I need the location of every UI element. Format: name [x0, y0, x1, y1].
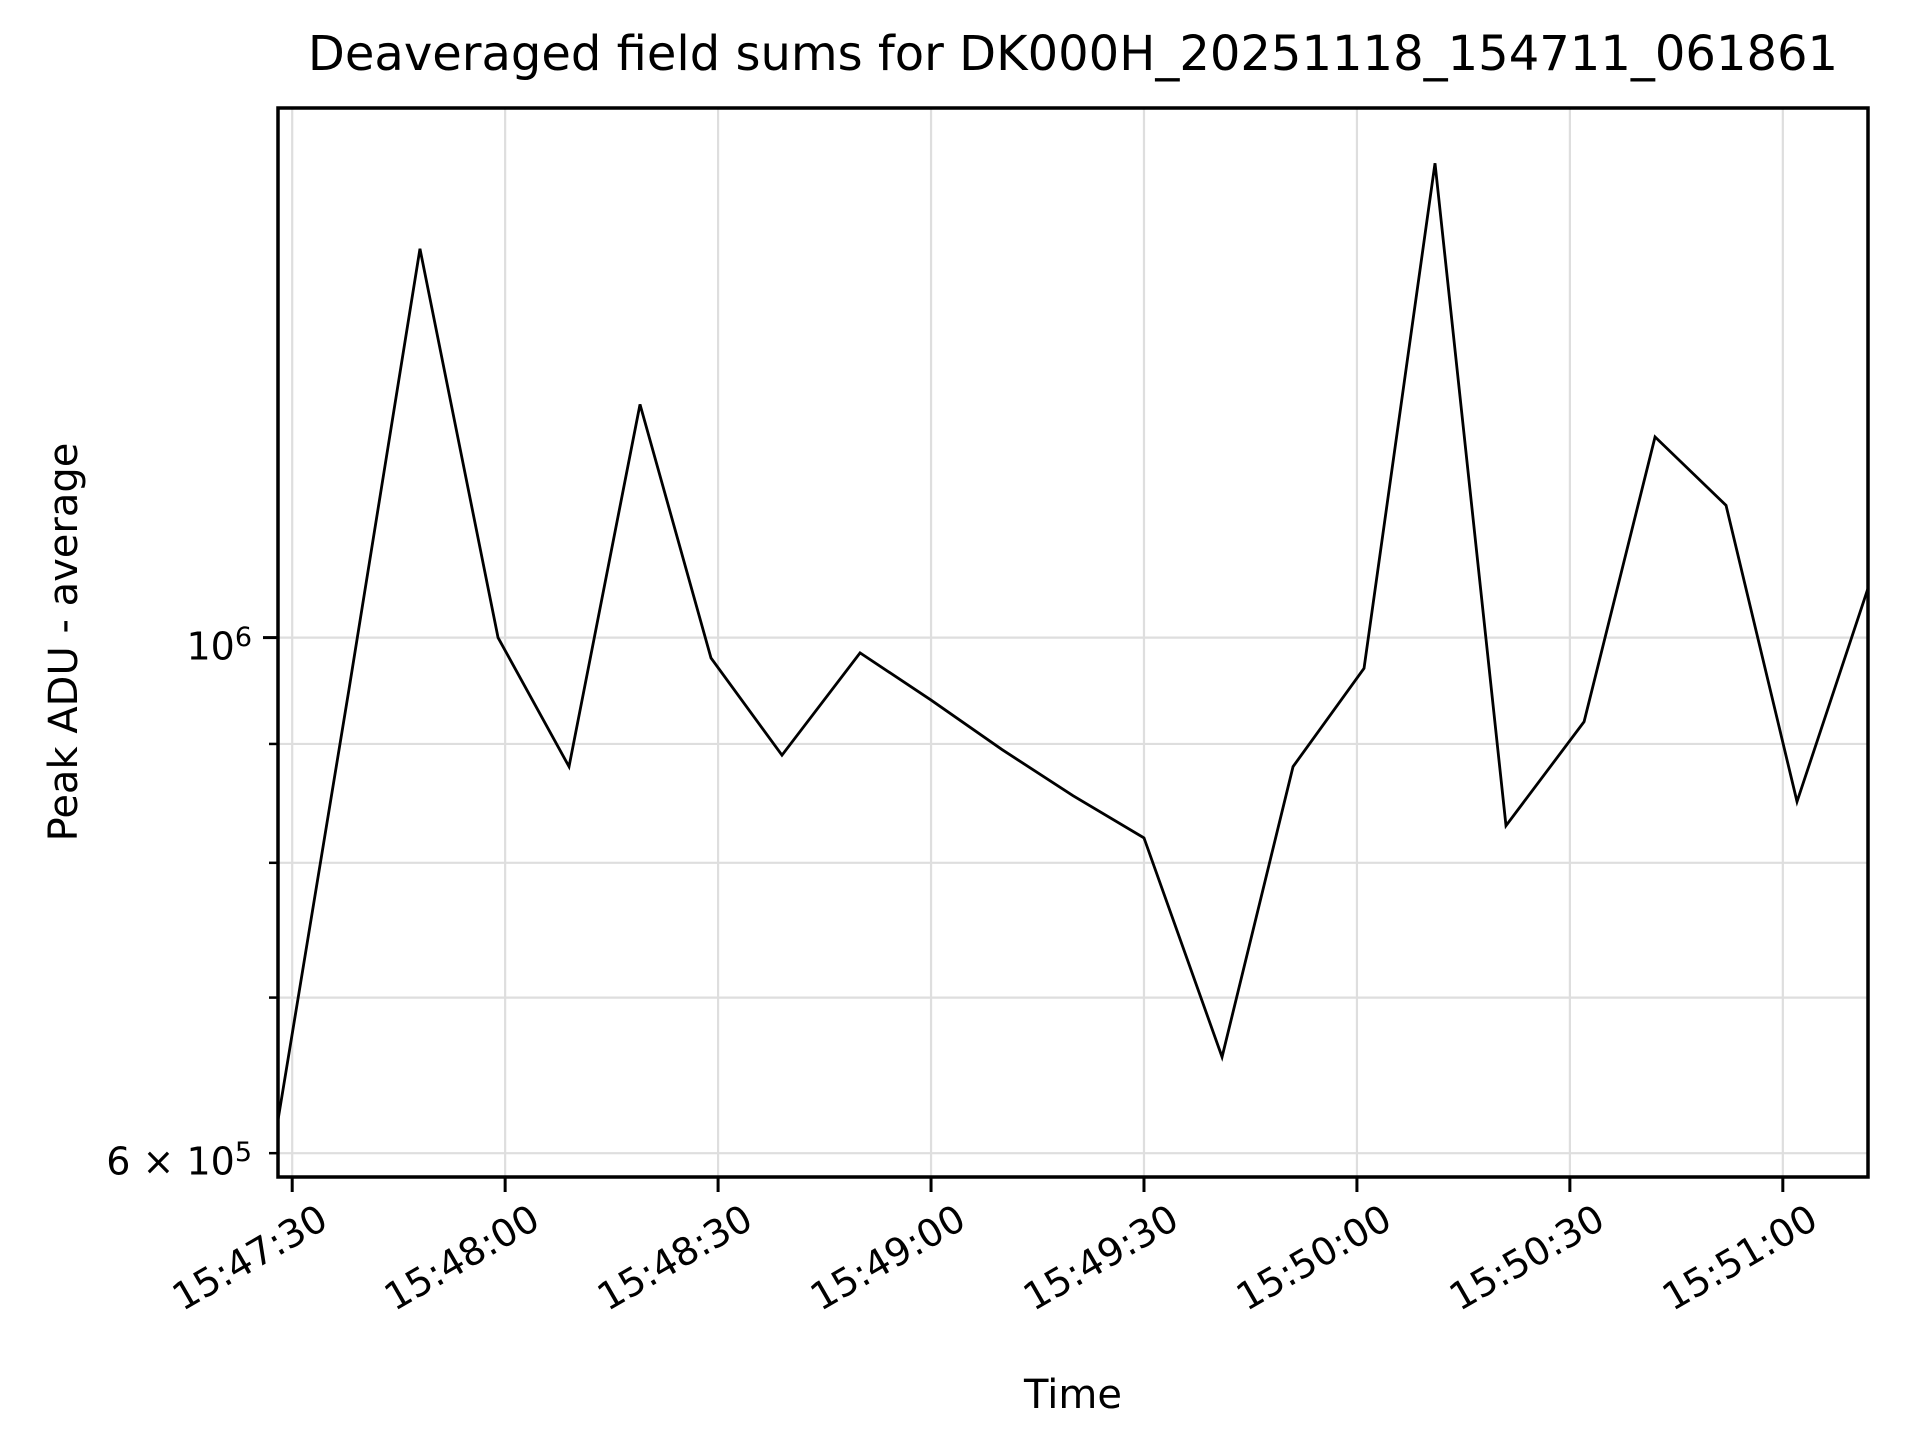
- series-line: [276, 163, 1870, 1121]
- plot-frame: [276, 106, 1870, 1179]
- y-tick-label: 106: [186, 621, 252, 669]
- x-axis-label: Time: [1024, 1372, 1122, 1418]
- y-tick-label: 6 × 105: [106, 1137, 252, 1184]
- chart-title: Deaveraged field sums for DK000H_2025111…: [307, 26, 1839, 82]
